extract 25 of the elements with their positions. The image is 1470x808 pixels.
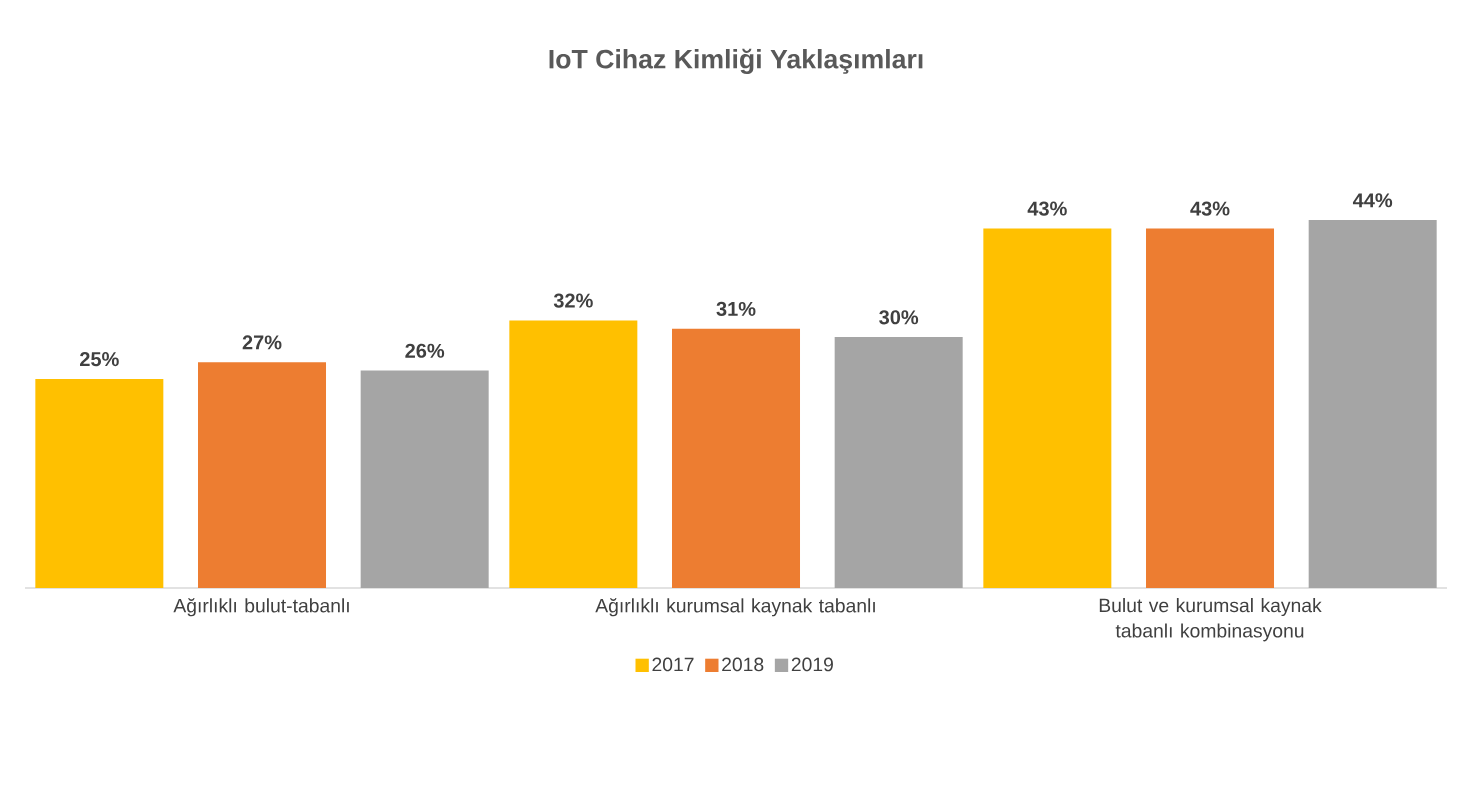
chart-title: IoT Cihaz Kimliği Yaklaşımları	[549, 48, 923, 74]
bar	[672, 328, 801, 589]
bar	[983, 228, 1112, 589]
bar	[834, 337, 963, 589]
bar	[1146, 228, 1275, 589]
bar	[1308, 220, 1437, 589]
data-label: 31%	[716, 301, 756, 317]
data-label: 30%	[879, 310, 919, 325]
x-tick-label: Ağırlıklı bulut-tabanlı	[173, 598, 349, 617]
legend-label: 2017	[652, 657, 694, 672]
bar	[198, 362, 327, 589]
bar	[509, 320, 638, 589]
x-tick-label: Bulut ve kurumsal kaynak tabanlı kombinasyonu	[1099, 598, 1322, 642]
data-label: 25%	[80, 352, 119, 367]
bar	[35, 378, 164, 589]
data-label: 32%	[553, 293, 593, 308]
legend-label: 2018	[722, 657, 764, 672]
x-tick-label: Ağırlıklı kurumsal kaynak tabanlı	[595, 598, 875, 617]
data-label: 26%	[405, 343, 445, 358]
legend-label: 2019	[791, 657, 833, 672]
data-label: 43%	[1027, 201, 1067, 216]
data-label: 27%	[242, 335, 282, 350]
bar	[360, 370, 489, 589]
data-label: 44%	[1352, 193, 1393, 208]
data-label: 43%	[1190, 201, 1230, 216]
